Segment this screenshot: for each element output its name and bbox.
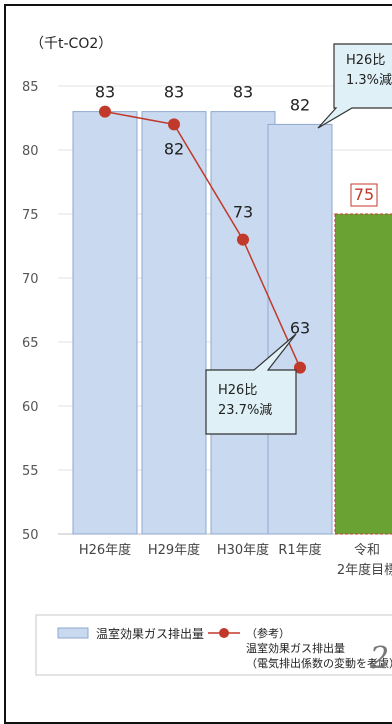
bar-3 xyxy=(267,123,333,535)
y-unit-label: （千t-CO2） xyxy=(30,36,112,52)
category-label-4: 令和 xyxy=(354,543,380,558)
callout-2 xyxy=(205,333,297,435)
y-tick-label-80: 80 xyxy=(22,144,39,159)
category-label-0: H26年度 xyxy=(79,542,131,558)
line-point-2 xyxy=(237,233,249,246)
line-value-label-2: 73 xyxy=(233,203,253,222)
bar-0 xyxy=(72,111,138,535)
callout-1-line-2: 1.3%減 xyxy=(346,72,392,88)
category-label-2: H30年度 xyxy=(217,542,269,558)
bar-value-label-4: 75 xyxy=(354,185,374,204)
line-point-3 xyxy=(294,361,306,374)
line-value-label-1: 82 xyxy=(164,139,184,158)
bar-value-label-2: 83 xyxy=(233,83,253,102)
y-tick-label-60: 60 xyxy=(22,400,39,415)
legend-bar-swatch xyxy=(57,627,89,639)
page-number: 2 xyxy=(369,641,389,676)
category-label-1: H29年度 xyxy=(148,542,200,558)
callout-2-line-2: 23.7%減 xyxy=(218,402,272,418)
bar-value-label-1: 83 xyxy=(164,83,184,102)
bar-2 xyxy=(210,111,276,535)
line-value-label-3: 63 xyxy=(290,319,310,338)
chart: （千t-CO2） 50 55 60 65 70 75 80 85 83 83 83 82 75 82 73 63… xyxy=(22,36,392,676)
line-series xyxy=(104,110,301,368)
bar-value-label-3: 82 xyxy=(290,95,310,114)
bar-4 xyxy=(334,213,392,535)
legend-line-label-1: 温室効果ガス排出量 xyxy=(246,641,345,655)
callout-2-line-1: H26比 xyxy=(218,383,257,398)
bar-1 xyxy=(141,111,207,535)
legend-line-marker xyxy=(219,628,229,638)
y-tick-label-70: 70 xyxy=(22,272,39,287)
callout-1-line-1: H26比 xyxy=(346,53,385,68)
line-point-0 xyxy=(99,105,111,118)
legend-line-label-0: （参考） xyxy=(246,626,290,640)
line-point-1 xyxy=(168,118,180,131)
callout-1 xyxy=(317,43,392,129)
legend-line-label-2: （電気排出係数の変動を考慮） xyxy=(246,656,392,670)
legend-bar-label: 温室効果ガス排出量 xyxy=(96,626,204,641)
y-tick-label-65: 65 xyxy=(22,336,39,351)
y-tick-label-75: 75 xyxy=(22,208,39,223)
category-label-3: R1年度 xyxy=(278,542,321,558)
bar-value-label-0: 83 xyxy=(95,83,115,102)
category-label-4-1: 2年度目標 xyxy=(337,562,392,578)
y-tick-label-85: 85 xyxy=(22,80,39,95)
y-tick-label-50: 50 xyxy=(22,528,39,543)
target-value-box xyxy=(350,183,378,207)
y-tick-label-55: 55 xyxy=(22,464,39,479)
legend-box xyxy=(35,614,392,676)
